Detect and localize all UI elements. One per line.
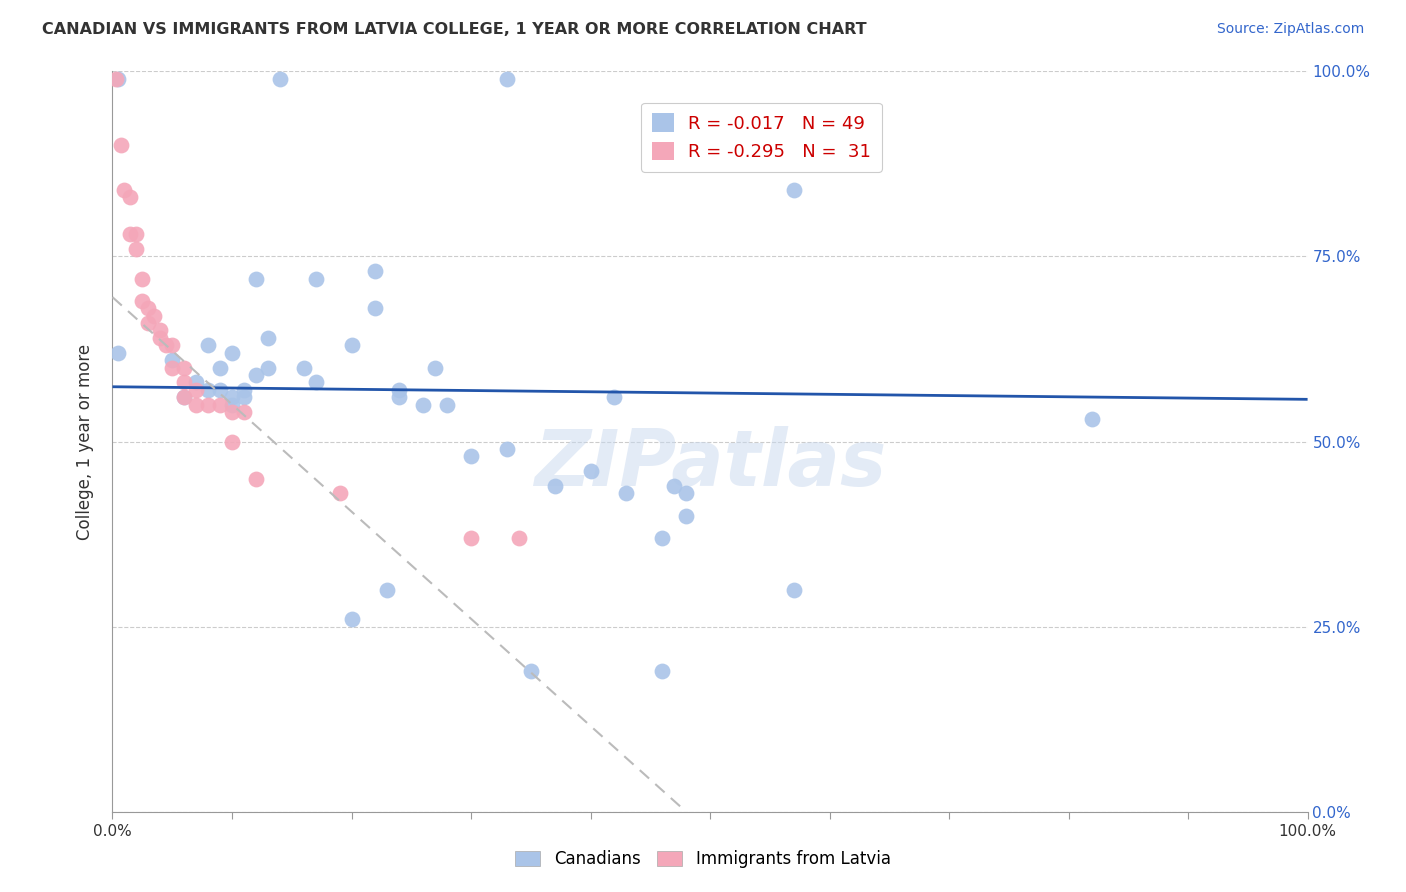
Point xyxy=(209,360,232,375)
Point xyxy=(305,376,328,390)
Point xyxy=(149,324,172,338)
Point xyxy=(105,71,128,86)
Point xyxy=(377,582,399,597)
Point xyxy=(818,153,841,168)
Point xyxy=(110,138,132,153)
Point xyxy=(186,398,208,412)
Point xyxy=(364,301,387,316)
Point xyxy=(460,531,482,545)
Point xyxy=(269,71,291,86)
Point xyxy=(162,353,183,368)
Point xyxy=(412,398,434,412)
Point xyxy=(782,582,804,597)
Point xyxy=(107,71,129,86)
Point xyxy=(388,383,411,397)
Point xyxy=(664,479,686,493)
Point xyxy=(651,531,673,545)
Point xyxy=(197,383,219,397)
Point xyxy=(233,383,256,397)
Point xyxy=(143,309,166,323)
Point xyxy=(340,338,363,352)
Point xyxy=(245,471,267,485)
Point xyxy=(162,360,183,375)
Point xyxy=(520,664,543,678)
Text: ZIPatlas: ZIPatlas xyxy=(534,425,886,502)
Point xyxy=(209,398,232,412)
Text: Source: ZipAtlas.com: Source: ZipAtlas.com xyxy=(1216,22,1364,37)
Point xyxy=(125,227,148,242)
Point xyxy=(425,360,447,375)
Point xyxy=(782,183,804,197)
Point xyxy=(221,398,243,412)
Text: CANADIAN VS IMMIGRANTS FROM LATVIA COLLEGE, 1 YEAR OR MORE CORRELATION CHART: CANADIAN VS IMMIGRANTS FROM LATVIA COLLE… xyxy=(42,22,868,37)
Point xyxy=(460,450,482,464)
Point xyxy=(155,338,177,352)
Point xyxy=(1081,412,1104,426)
Point xyxy=(125,242,148,256)
Point xyxy=(388,390,411,404)
Point xyxy=(197,338,219,352)
Point xyxy=(340,612,363,626)
Point xyxy=(221,390,243,404)
Point xyxy=(131,271,153,285)
Point xyxy=(233,390,256,404)
Point xyxy=(496,71,519,86)
Point xyxy=(305,271,328,285)
Point xyxy=(257,331,280,345)
Point xyxy=(173,360,195,375)
Point xyxy=(197,398,219,412)
Point xyxy=(292,360,315,375)
Point xyxy=(120,190,142,204)
Legend: Canadians, Immigrants from Latvia: Canadians, Immigrants from Latvia xyxy=(509,844,897,875)
Point xyxy=(245,368,267,382)
Point xyxy=(162,338,183,352)
Point xyxy=(436,398,458,412)
Point xyxy=(221,345,243,359)
Point xyxy=(603,390,626,404)
Point xyxy=(186,383,208,397)
Point xyxy=(173,376,195,390)
Point xyxy=(209,383,232,397)
Point xyxy=(245,271,267,285)
Point xyxy=(186,376,208,390)
Point xyxy=(114,183,135,197)
Point xyxy=(675,508,697,523)
Point xyxy=(131,293,153,308)
Point xyxy=(173,390,195,404)
Point xyxy=(221,405,243,419)
Point xyxy=(138,316,160,330)
Point xyxy=(173,390,195,404)
Point xyxy=(149,331,172,345)
Y-axis label: College, 1 year or more: College, 1 year or more xyxy=(76,343,94,540)
Point xyxy=(508,531,530,545)
Point xyxy=(651,664,673,678)
Legend: R = -0.017   N = 49, R = -0.295   N =  31: R = -0.017 N = 49, R = -0.295 N = 31 xyxy=(641,103,882,172)
Point xyxy=(496,442,519,456)
Point xyxy=(107,345,129,359)
Point xyxy=(138,301,160,316)
Point xyxy=(364,264,387,278)
Point xyxy=(120,227,142,242)
Point xyxy=(257,360,280,375)
Point xyxy=(233,405,256,419)
Point xyxy=(543,479,565,493)
Point xyxy=(579,464,602,478)
Point xyxy=(221,434,243,449)
Point xyxy=(329,486,352,500)
Point xyxy=(675,486,697,500)
Point xyxy=(616,486,638,500)
